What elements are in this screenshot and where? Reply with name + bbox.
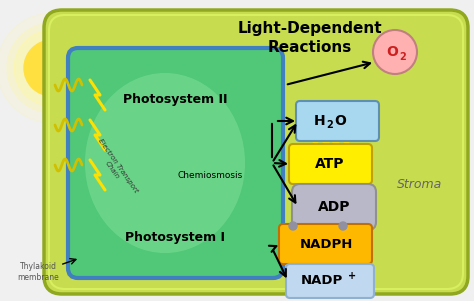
- Text: Stroma: Stroma: [397, 178, 443, 191]
- Circle shape: [339, 222, 347, 230]
- Text: H: H: [314, 114, 326, 128]
- Text: Light-Dependent
Reactions: Light-Dependent Reactions: [237, 21, 383, 55]
- Text: Photosystem II: Photosystem II: [123, 94, 227, 107]
- FancyBboxPatch shape: [68, 48, 283, 278]
- Circle shape: [373, 30, 417, 74]
- Text: ATP: ATP: [315, 157, 345, 171]
- Text: 2: 2: [400, 52, 406, 62]
- FancyBboxPatch shape: [44, 10, 468, 294]
- FancyBboxPatch shape: [279, 224, 372, 264]
- Text: 2: 2: [327, 120, 333, 130]
- Text: NADPH: NADPH: [299, 237, 353, 250]
- Text: Photosystem I: Photosystem I: [125, 231, 225, 244]
- Text: ADP: ADP: [318, 200, 350, 214]
- Text: O: O: [334, 114, 346, 128]
- Text: Electron Transport
Chain: Electron Transport Chain: [91, 138, 139, 198]
- Circle shape: [14, 30, 90, 106]
- Ellipse shape: [85, 73, 245, 253]
- Text: O: O: [386, 45, 398, 59]
- FancyBboxPatch shape: [286, 264, 374, 298]
- Text: Chemiosmosis: Chemiosmosis: [177, 170, 243, 179]
- FancyBboxPatch shape: [289, 144, 372, 184]
- Text: Thylakoid
membrane: Thylakoid membrane: [17, 262, 59, 282]
- Circle shape: [0, 13, 107, 123]
- FancyBboxPatch shape: [296, 101, 379, 141]
- Circle shape: [289, 222, 297, 230]
- FancyBboxPatch shape: [292, 184, 376, 230]
- Circle shape: [24, 40, 80, 96]
- Text: +: +: [348, 271, 356, 281]
- Circle shape: [7, 23, 97, 113]
- Text: NADP: NADP: [301, 275, 343, 287]
